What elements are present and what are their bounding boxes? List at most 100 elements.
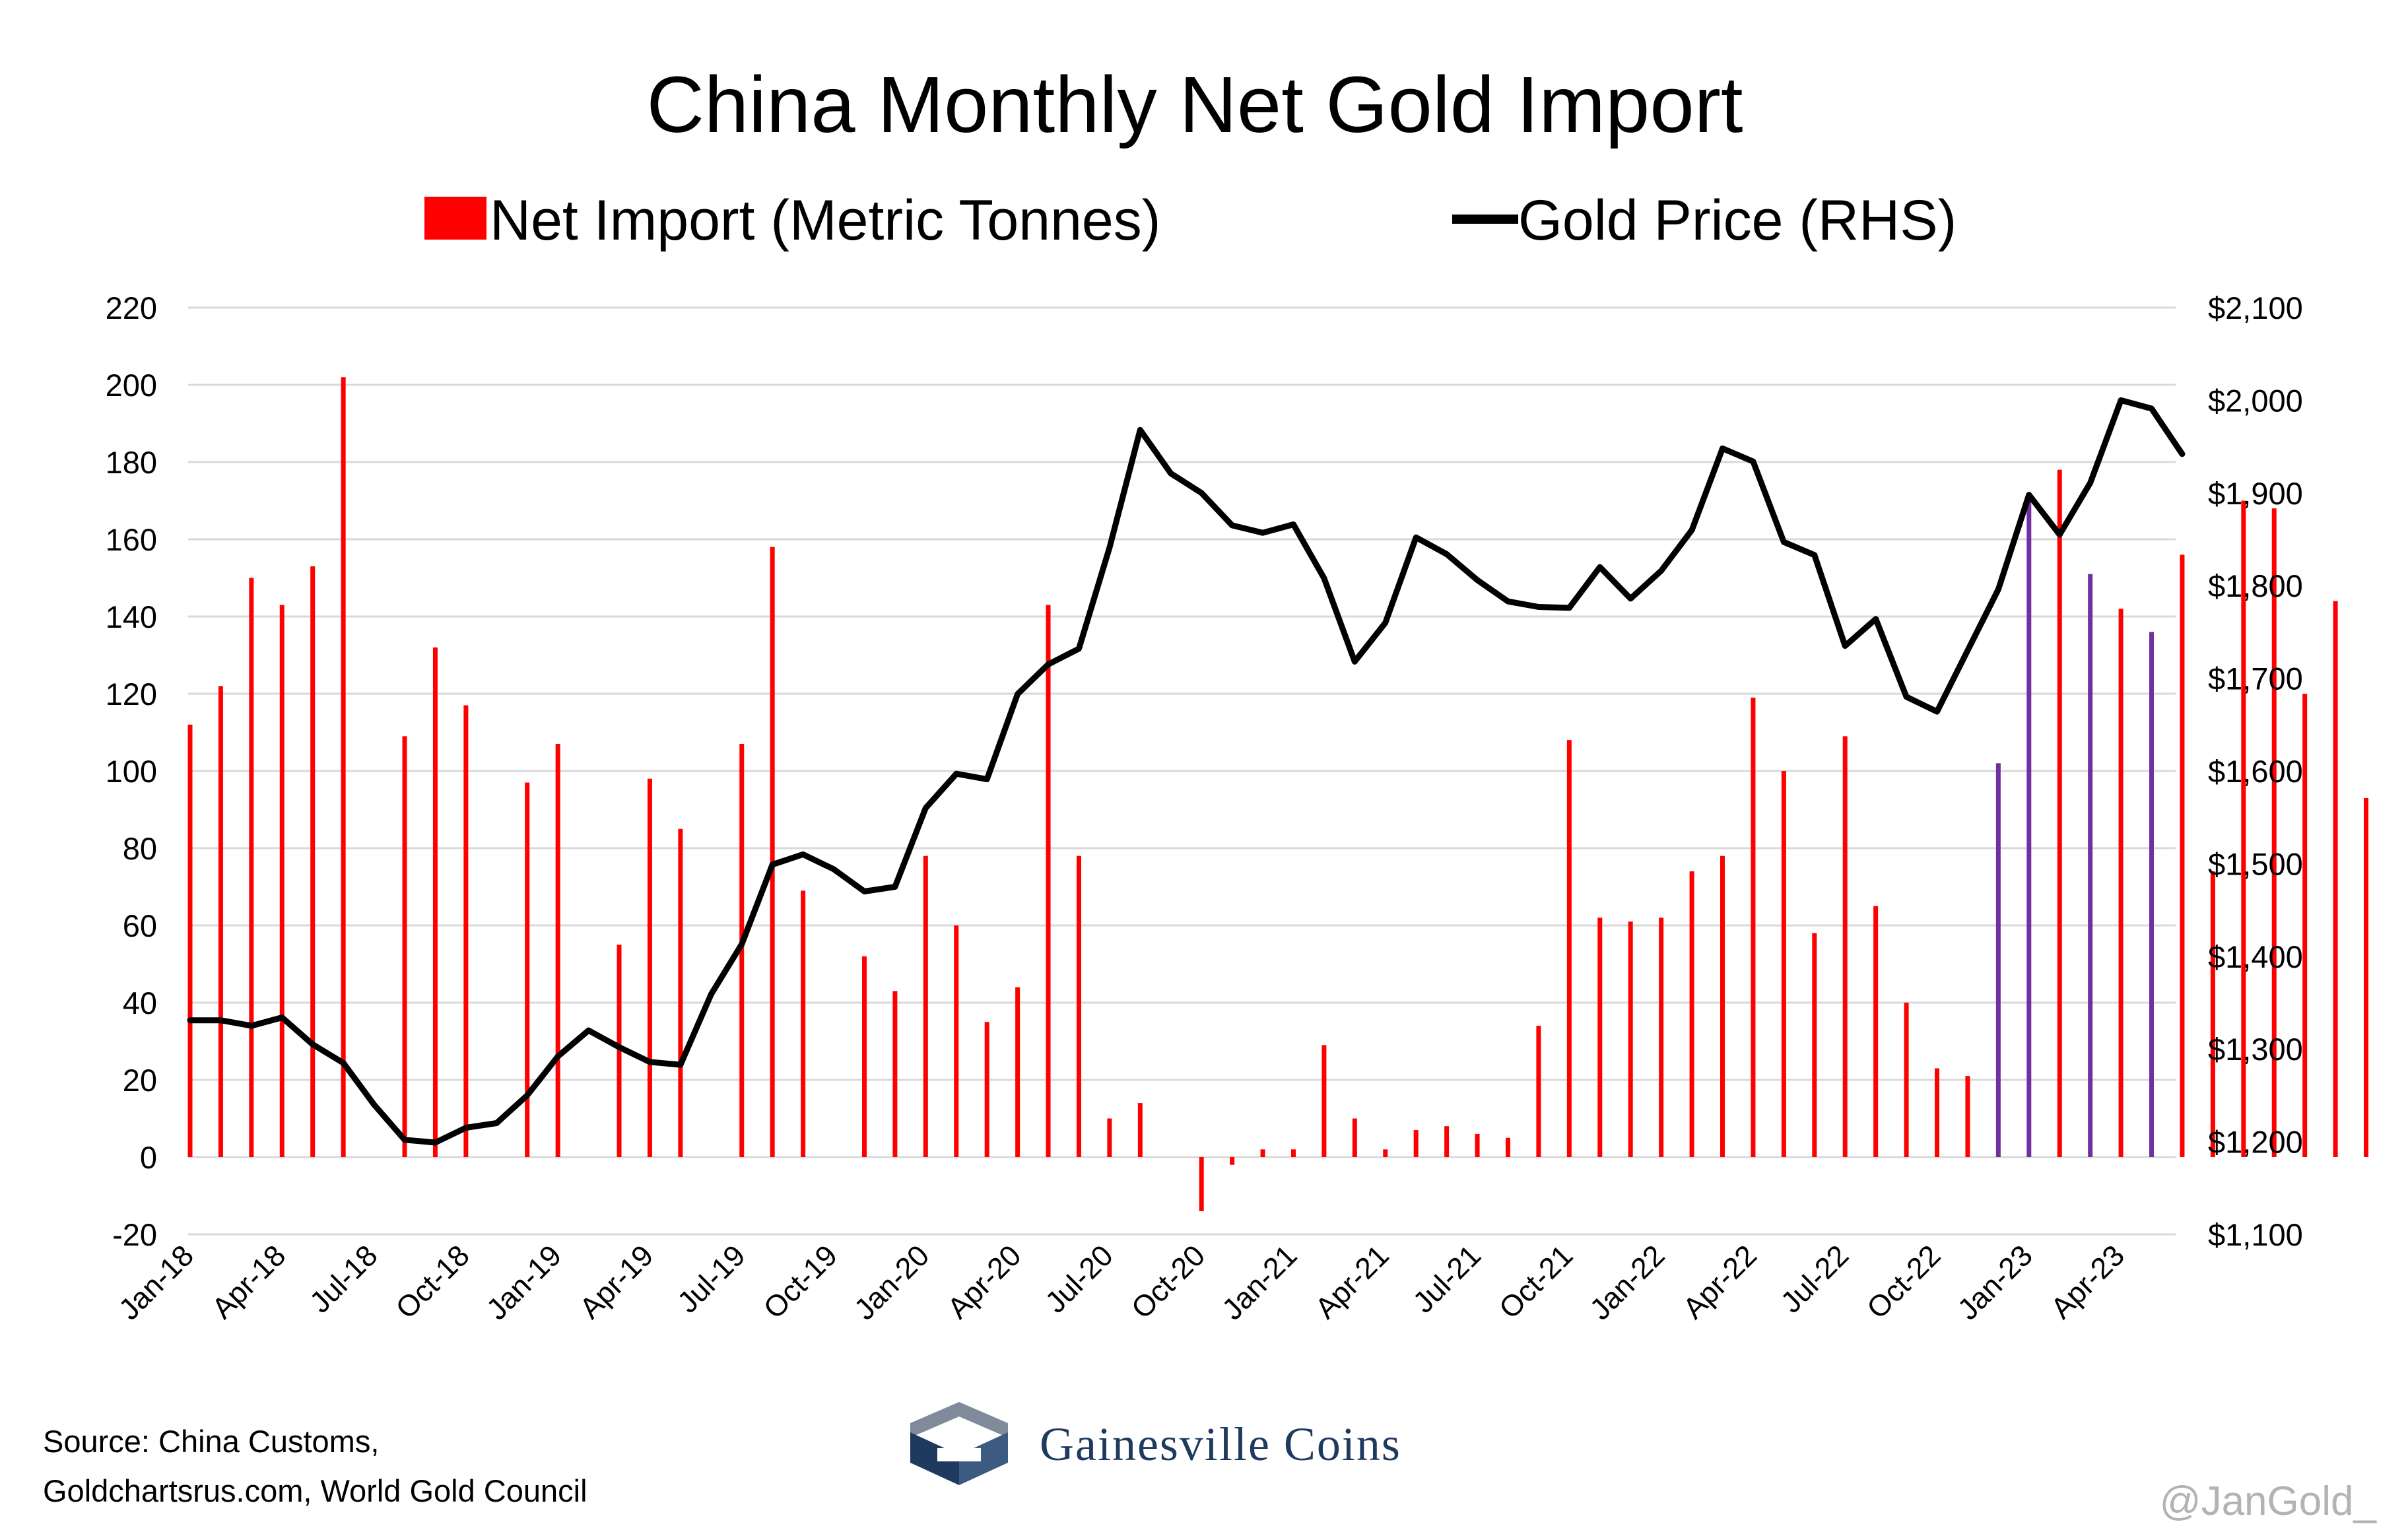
net-import-bar <box>1842 736 1848 1157</box>
left-tick-label: 200 <box>106 368 157 403</box>
chart-title: China Monthly Net Gold Import <box>646 59 1743 149</box>
right-tick-label: $1,900 <box>2208 476 2303 511</box>
left-tick-label: 180 <box>106 445 157 480</box>
net-import-bar <box>739 744 745 1157</box>
net-import-bar <box>1720 855 1725 1157</box>
net-import-bar <box>617 945 622 1157</box>
net-import-bar <box>1536 1026 1541 1157</box>
source-line-2: Goldchartsrus.com, World Gold Council <box>43 1473 587 1508</box>
net-import-bar <box>310 566 316 1157</box>
left-tick-label: 20 <box>123 1063 157 1098</box>
net-import-bar <box>647 778 652 1157</box>
net-import-bar <box>2026 496 2032 1157</box>
net-import-bar <box>2057 469 2062 1158</box>
right-tick-label: $1,600 <box>2208 754 2303 789</box>
net-import-bar <box>1597 917 1603 1157</box>
net-import-bar <box>1290 1149 1296 1157</box>
legend-label-gold-price: Gold Price (RHS) <box>1518 189 1956 252</box>
net-import-bar <box>1352 1118 1357 1157</box>
gold-price-line-group <box>187 397 2186 1146</box>
net-import-bar <box>1873 906 1879 1157</box>
net-import-bar <box>1444 1126 1450 1157</box>
net-import-bar <box>770 547 775 1157</box>
watermark: @JanGold_ <box>2160 1479 2378 1524</box>
left-tick-label: 0 <box>140 1140 157 1175</box>
net-import-bar <box>2241 500 2246 1157</box>
net-import-bar <box>1107 1118 1112 1157</box>
net-import-bar <box>1199 1157 1204 1211</box>
right-tick-label: $1,200 <box>2208 1125 2303 1160</box>
right-tick-label: $1,400 <box>2208 939 2303 974</box>
left-tick-label: 60 <box>123 908 157 943</box>
net-import-bar <box>2088 574 2093 1157</box>
net-import-bar <box>1260 1149 1265 1157</box>
legend-label-net-import: Net Import (Metric Tonnes) <box>490 189 1160 252</box>
net-import-bar <box>249 578 254 1157</box>
net-import-bar <box>1137 1103 1143 1157</box>
right-tick-label: $1,100 <box>2208 1217 2303 1252</box>
gainesville-logo-icon <box>910 1402 1008 1485</box>
left-tick-label: 140 <box>106 599 157 634</box>
gold-price-line <box>187 397 2186 1146</box>
bars <box>187 377 2369 1211</box>
net-import-bar <box>1566 740 1572 1157</box>
net-import-bar <box>1965 1076 1970 1157</box>
legend-swatch-net-import <box>424 197 486 240</box>
net-import-bar <box>525 782 530 1157</box>
left-tick-label: 160 <box>106 522 157 557</box>
net-import-bar <box>1628 921 1633 1157</box>
net-import-bar <box>954 925 959 1157</box>
net-import-bar <box>678 828 683 1157</box>
net-import-bar <box>1046 605 1051 1157</box>
left-tick-label: 40 <box>123 985 157 1020</box>
net-import-bar <box>218 686 223 1157</box>
net-import-bar <box>861 956 867 1157</box>
right-tick-label: $1,300 <box>2208 1032 2303 1067</box>
net-import-bar <box>2118 609 2124 1157</box>
source-line-1: Source: China Customs, <box>43 1424 379 1459</box>
net-import-bar <box>2333 601 2338 1157</box>
net-import-bar <box>984 1022 989 1157</box>
net-import-bar <box>1904 1003 1909 1157</box>
net-import-bar <box>432 647 438 1157</box>
net-import-bar <box>1383 1149 1388 1157</box>
net-import-bar <box>892 991 898 1157</box>
net-import-bar <box>1995 763 2001 1157</box>
net-import-bar <box>1781 771 1786 1157</box>
net-import-bar <box>2180 554 2185 1157</box>
net-import-bar <box>923 855 928 1157</box>
net-import-bar <box>1812 933 1817 1157</box>
net-import-bar <box>1751 697 1756 1157</box>
right-tick-label: $2,100 <box>2208 290 2303 325</box>
right-tick-label: $1,500 <box>2208 846 2303 881</box>
net-import-bar <box>2364 797 2369 1157</box>
net-import-bar <box>1935 1068 1940 1157</box>
net-import-bar <box>555 744 560 1157</box>
left-tick-label: 220 <box>106 290 157 325</box>
net-import-bar <box>1230 1157 1235 1165</box>
net-import-bar <box>463 705 469 1157</box>
net-import-bar <box>1659 917 1664 1157</box>
right-tick-label: $1,800 <box>2208 568 2303 603</box>
right-tick-label: $1,700 <box>2208 661 2303 696</box>
net-import-bar <box>1413 1130 1419 1157</box>
net-import-bar <box>801 890 806 1157</box>
left-tick-label: 120 <box>106 677 157 712</box>
net-import-bar <box>2302 694 2308 1157</box>
left-tick-label: 80 <box>123 831 157 866</box>
net-import-bar <box>2271 508 2277 1157</box>
brand-name: Gainesville Coins <box>1040 1418 1401 1471</box>
net-import-bar <box>279 605 284 1157</box>
net-import-bar <box>402 736 407 1157</box>
net-import-bar <box>2149 632 2155 1157</box>
right-axis-ticks: $2,100 $2,000 $1,900 $1,800 $1,700 $1,600 $1,5… <box>2208 290 2303 1252</box>
net-import-bar <box>1505 1137 1510 1157</box>
right-tick-label: $2,000 <box>2208 383 2303 418</box>
net-import-bar <box>1689 871 1694 1157</box>
net-import-bar <box>1321 1045 1327 1157</box>
net-import-bar <box>2210 871 2215 1157</box>
net-import-bar <box>1076 855 1081 1157</box>
